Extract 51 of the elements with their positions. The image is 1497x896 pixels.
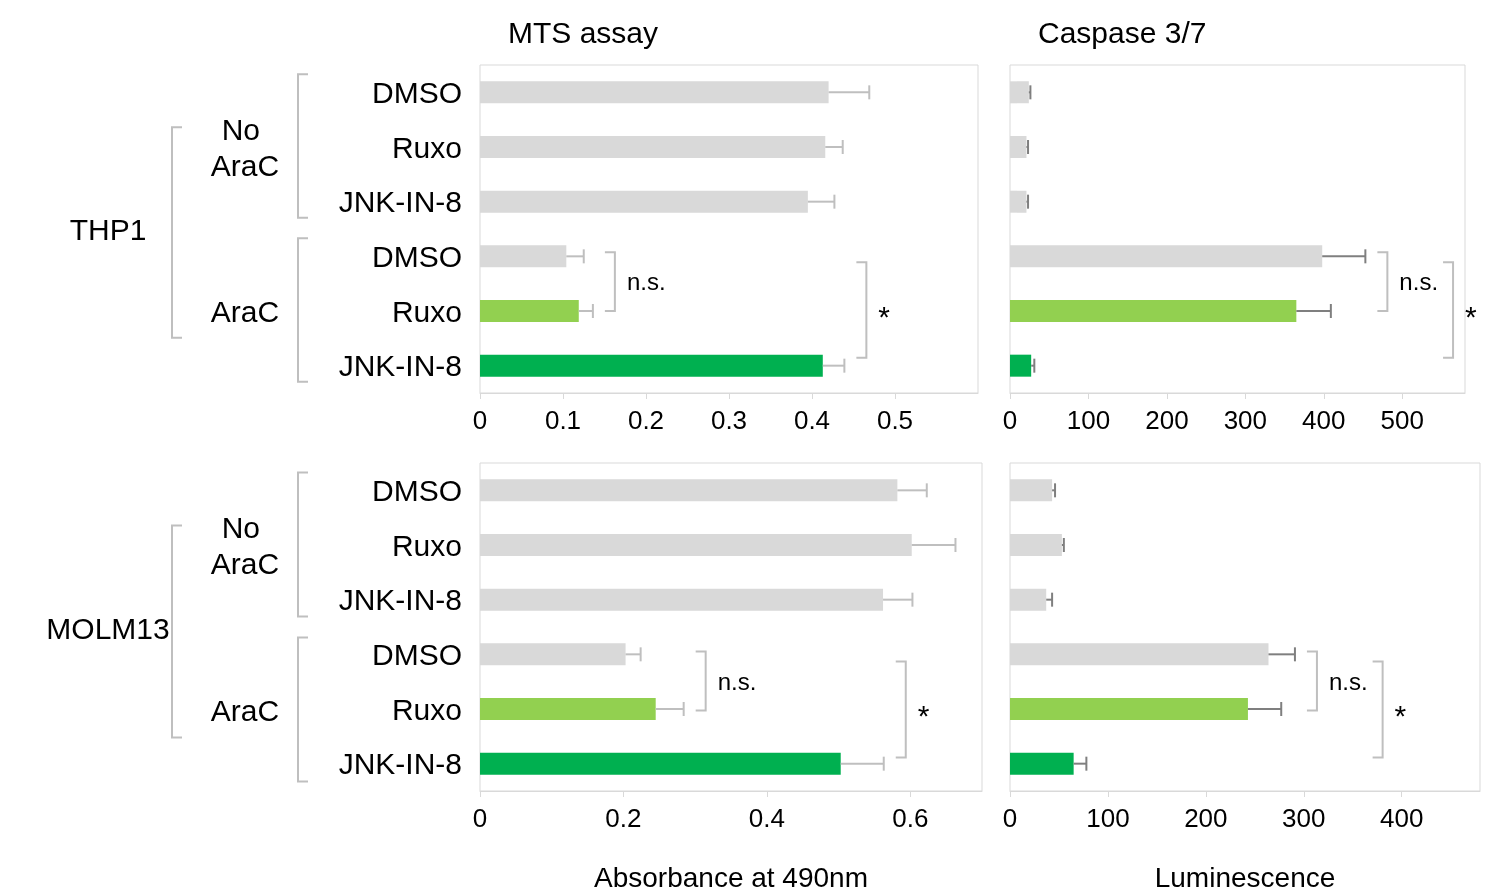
x-tick-label: 0 <box>472 803 488 833</box>
x-tick-label: 0.2 <box>605 803 642 833</box>
y-tick-label: JNK-IN-8 <box>338 583 462 617</box>
x-tick-label: 100 <box>1086 803 1130 833</box>
annotation: n.s. <box>717 667 757 695</box>
x-tick-label: 200 <box>1184 803 1228 833</box>
chart-title: Caspase 3/7 <box>1038 15 1207 49</box>
annotation: * <box>1394 699 1407 732</box>
x-tick-label: 0.5 <box>876 405 914 435</box>
text: No AraC <box>210 112 280 182</box>
x-tick-label: 500 <box>1380 405 1424 435</box>
annotation: n.s. <box>1328 667 1368 695</box>
x-tick-label: 0.6 <box>892 803 929 833</box>
x-tick-label: 0.3 <box>710 405 748 435</box>
y-tick-label: DMSO <box>372 473 462 507</box>
text: THP1 <box>69 212 147 246</box>
x-tick-label: 0 <box>472 405 488 435</box>
chart-title: MTS assay <box>508 15 659 49</box>
y-tick-label: JNK-IN-8 <box>338 747 462 781</box>
text: No AraC <box>210 511 280 580</box>
text: MOLM13 <box>46 611 170 645</box>
y-tick-label: DMSO <box>372 637 462 671</box>
annotation: * <box>917 699 930 732</box>
x-tick-label: 0 <box>1002 405 1018 435</box>
text: AraC <box>210 694 280 727</box>
annotation: * <box>878 299 891 333</box>
x-tick-label: 0.4 <box>793 405 831 435</box>
y-tick-label: Ruxo <box>391 528 462 562</box>
y-tick-label: JNK-IN-8 <box>338 185 462 219</box>
x-axis-title: Absorbance at 490nm <box>594 861 868 893</box>
annotation: n.s. <box>626 268 666 296</box>
x-tick-label: 400 <box>1379 803 1424 833</box>
x-tick-label: 100 <box>1066 405 1111 435</box>
x-tick-label: 0.2 <box>627 405 665 435</box>
y-tick-label: Ruxo <box>391 130 462 164</box>
x-tick-label: 400 <box>1302 405 1346 435</box>
annotation: n.s. <box>1399 268 1439 296</box>
y-tick-label: DMSO <box>372 239 462 273</box>
y-tick-label: Ruxo <box>391 294 462 328</box>
x-axis-title: Luminescence <box>1154 861 1336 893</box>
annotation: * <box>1465 299 1478 333</box>
x-tick-label: 200 <box>1145 405 1189 435</box>
x-tick-label: 0.1 <box>544 405 582 435</box>
y-tick-label: DMSO <box>372 75 462 109</box>
y-tick-label: JNK-IN-8 <box>338 349 462 383</box>
x-tick-label: 300 <box>1223 405 1268 435</box>
y-tick-label: Ruxo <box>391 692 462 726</box>
x-tick-label: 0 <box>1002 803 1018 833</box>
text: AraC <box>210 294 280 328</box>
x-tick-label: 300 <box>1282 803 1326 833</box>
x-tick-label: 0.4 <box>748 803 785 833</box>
